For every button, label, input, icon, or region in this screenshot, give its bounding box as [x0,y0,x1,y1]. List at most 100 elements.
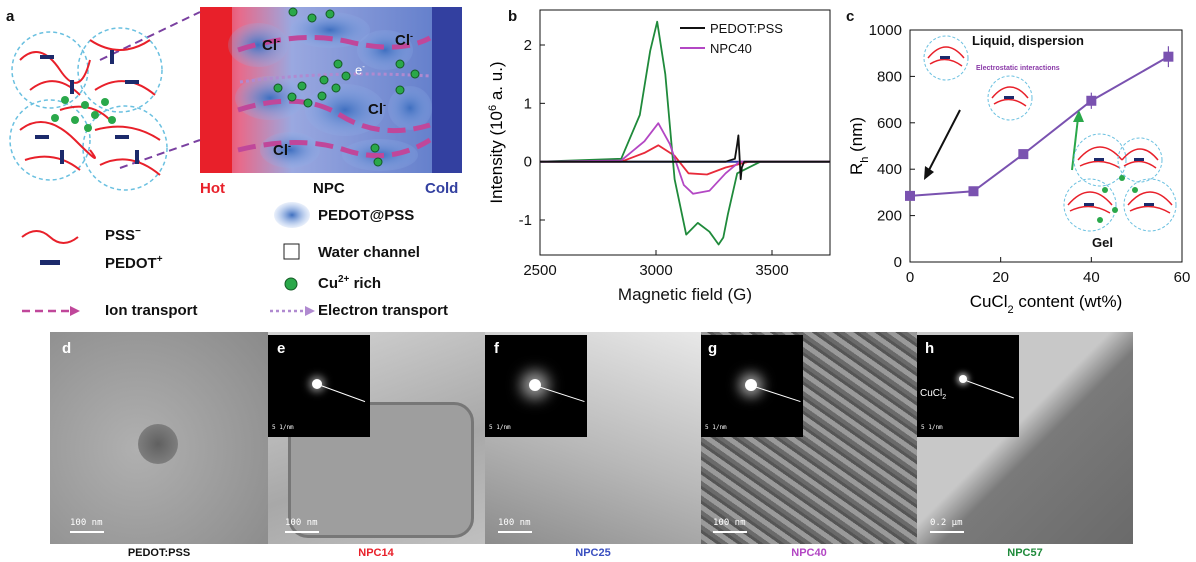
aggregate-icon [1063,178,1117,232]
scale-label-h: 0.2 μm [930,518,963,528]
x-axis-label: Magnetic field (G) [618,285,752,304]
legend-label: NPC40 [710,41,752,56]
caption-npc25: NPC25 [575,547,611,559]
rh-line [909,55,1169,197]
panel-c-label: c [846,8,855,25]
diffraction-scale-e: 5 1/nm [272,424,294,431]
ion-transport-label: Ion transport [105,302,198,319]
panel-a-label: a [6,8,15,25]
cold-electrode [432,7,462,173]
cu-dot [1112,207,1118,213]
x-tick-label: 40 [1083,269,1100,286]
data-point [1018,149,1029,160]
water-channel-legend-icon [283,243,300,260]
aggregate-icon [1073,133,1127,187]
cl-label-4: Cl- [273,141,291,159]
pss-chain [1077,146,1123,169]
caption-pedot-pss: PEDOT:PSS [127,547,191,559]
scale-bar-f [498,530,532,533]
x-tick-label: 2500 [523,262,556,279]
data-point [1163,51,1174,62]
pedot-pss-label: PEDOT@PSS [318,207,415,224]
liquid-dispersion-label: Liquid, dispersion [972,33,1084,48]
scale-label-f: 100 nm [498,518,531,528]
green-arrow-head [1073,110,1084,122]
cl-label-1: Cl- [262,36,280,54]
pss-chain [927,46,965,67]
black-arrow-head [924,166,934,180]
pedot-segment [1084,203,1094,206]
aggregate-icon [1117,137,1163,183]
y-tick-label: 1000 [869,22,902,39]
diffraction-scale-h: 5 1/nm [921,424,943,431]
data-point [1086,95,1097,106]
gel-label: Gel [1092,235,1113,250]
water-channel-label: Water channel [318,244,420,261]
pedot-segment [940,56,950,59]
electron-label: e- [355,62,365,78]
data-point [968,186,979,197]
pss-chain [991,86,1029,107]
electron-transport-label: Electron transport [318,302,449,319]
x-tick-label: 3500 [755,262,788,279]
electrostatic-interactions-label: Electrostatic interactions [976,65,1060,72]
panel-b-label: b [508,8,518,25]
black-arrow [927,109,961,173]
cu-dot [1097,217,1103,223]
y-tick-label: 0 [894,254,902,271]
panel-e-label: e [277,340,286,357]
y-tick-label: 200 [877,208,902,225]
y-axis-label: Rh (nm) [847,117,871,175]
cl-label-3: Cl- [368,100,386,118]
y-axis-label: Intensity (106 a. u.) [487,61,506,203]
pss-legend-label: PSS− [105,226,141,244]
aggregate-icon [923,35,969,81]
x-tick-label: 60 [1174,269,1191,286]
diffraction-scale-g: 5 1/nm [705,424,727,431]
plot-frame [909,29,1183,263]
esr-spectrum-chart: 2500 3000 3500 -1 0 1 2 Magnetic field (G) Inten… [487,9,831,304]
y-tick-label: 2 [524,37,532,54]
scale-bar-d [70,530,104,533]
pss-chain [1121,148,1159,169]
plot-frame [539,9,831,256]
caption-npc40: NPC40 [791,547,827,559]
cold-label: Cold [425,180,459,197]
pedot-legend-label: PEDOT+ [105,254,163,272]
diffraction-scale-f: 5 1/nm [489,424,511,431]
panel-f-label: f [494,340,499,357]
series-line-2 [539,20,830,246]
panel-d-label: d [62,340,72,357]
y-tick-label: 0 [524,154,532,171]
data-point [905,190,915,201]
panel-g-label: g [708,340,718,357]
aggregate-icon [987,75,1033,121]
tem-image-d [50,332,268,544]
diffraction-inset-e [268,335,370,437]
diffraction-inset-g [701,335,803,437]
diffraction-inset-h [917,335,1019,437]
x-tick-label: 0 [906,269,914,286]
cl-label-2: Cl- [395,31,413,49]
series-line-0 [540,134,830,181]
pedot-pss-legend-icon [274,202,310,228]
hot-label: Hot [200,180,225,197]
green-arrow [1071,117,1079,171]
scale-bar-g [713,530,747,533]
pedot-segment [1004,96,1014,99]
scale-label-g: 100 nm [713,518,746,528]
pedot-segment [1134,158,1144,161]
pss-chain [1067,191,1113,214]
cu-dot [1102,187,1108,193]
pedot-legend-icon [40,260,60,265]
y-tick-label: 400 [877,161,902,178]
x-tick-label: 20 [992,269,1009,286]
cu-rich-label: Cu2+ rich [318,274,382,292]
legend-label: PEDOT:PSS [710,21,783,36]
polymer-aggregate-illustration [9,27,168,191]
caption-npc14: NPC14 [358,547,394,559]
scale-label-d: 100 nm [70,518,103,528]
pedot-segment [1094,158,1104,161]
cu-dot [1119,175,1125,181]
scale-label-e: 100 nm [285,518,318,528]
